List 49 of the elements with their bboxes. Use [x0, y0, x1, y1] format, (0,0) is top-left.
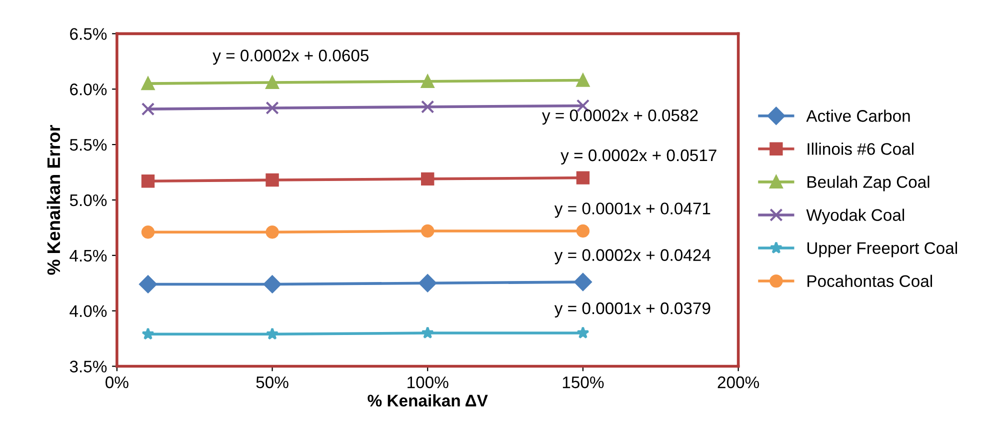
point	[421, 172, 434, 186]
point	[141, 76, 155, 90]
legend-label: Pocahontas Coal	[808, 274, 932, 288]
x-tick-label: 100%	[408, 376, 448, 388]
point	[421, 74, 434, 88]
point	[266, 226, 279, 239]
annotation: y = 0.0002x + 0.0582	[542, 110, 698, 125]
point	[142, 328, 154, 340]
x-tick-label: 150%	[562, 376, 604, 388]
legend-label: Wyodak Coal	[806, 208, 904, 224]
x-tick-label: 50%	[256, 376, 288, 388]
y-tick-label: 5.5%	[70, 139, 107, 151]
legend-label: Beulah Zap Coal	[808, 176, 930, 192]
point	[421, 326, 434, 339]
y-tick-label: 4.5%	[70, 250, 107, 262]
y-tick-label: 6.0%	[70, 84, 107, 96]
legend-label: Upper Freeport Coal	[807, 242, 957, 258]
x-tick-label: 200%	[718, 376, 760, 388]
point	[418, 274, 437, 292]
annotation: y = 0.0001x + 0.0471	[554, 202, 710, 218]
point	[266, 328, 279, 340]
point	[266, 173, 279, 187]
point	[141, 226, 155, 239]
point	[576, 74, 590, 87]
annotation: y = 0.0002x + 0.0517	[560, 149, 716, 165]
point	[574, 273, 592, 291]
x-tick-label: 0%	[106, 376, 128, 388]
annotation: y = 0.0001x + 0.0379	[554, 302, 710, 318]
legend-label: Active Carbon	[806, 110, 910, 122]
point	[576, 224, 590, 238]
annotation: y = 0.0002x + 0.0424	[554, 249, 710, 264]
point	[576, 171, 590, 184]
point	[421, 224, 434, 238]
annotation: y = 0.0002x + 0.0605	[212, 50, 369, 65]
y-axis-title: % Kenaikan Error	[46, 124, 60, 275]
point	[266, 76, 279, 90]
point	[266, 101, 279, 115]
point	[141, 102, 155, 116]
y-tick-label: 5.0%	[70, 194, 107, 206]
point	[421, 100, 434, 114]
x-axis-title: % Kenaikan ΔV	[368, 394, 488, 407]
point	[141, 174, 155, 188]
y-tick-label: 3.5%	[70, 360, 107, 372]
y-tick-label: 4.0%	[70, 305, 107, 318]
point	[263, 275, 282, 294]
y-tick-label: 6.5%	[70, 28, 107, 40]
point	[576, 326, 590, 339]
point	[139, 275, 157, 294]
legend-label: Illinois #6 Coal	[808, 142, 914, 155]
